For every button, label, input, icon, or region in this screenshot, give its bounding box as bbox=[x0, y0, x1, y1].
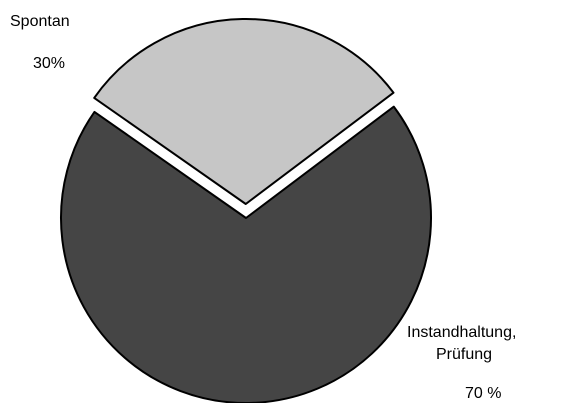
slice-value-spontan: 30% bbox=[33, 55, 65, 72]
pie-slices bbox=[60, 18, 432, 403]
slice-label-instandhaltung-line2: Prüfung bbox=[436, 346, 492, 363]
pie-slice-0 bbox=[93, 18, 395, 206]
slice-label-instandhaltung-line1: Instandhaltung, bbox=[407, 324, 516, 341]
slice-value-instandhaltung: 70 % bbox=[465, 385, 501, 402]
slice-label-spontan: Spontan bbox=[10, 13, 70, 30]
